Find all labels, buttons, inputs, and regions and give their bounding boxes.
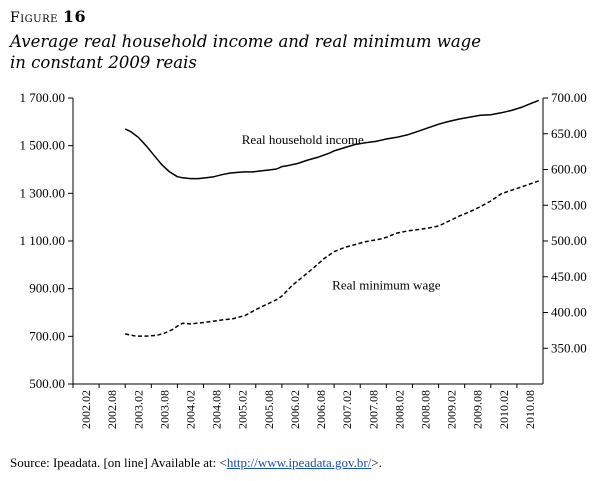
y-left-tick-label: 1 700.00	[20, 90, 66, 105]
y-right-tick-label: 500.00	[551, 233, 587, 248]
x-tick-label: 2003.02	[131, 390, 145, 429]
annotation-household-income: Real household income	[242, 132, 364, 147]
x-tick-label: 2006.02	[288, 390, 302, 429]
y-left-tick-label: 700.00	[29, 328, 65, 343]
x-tick-label: 2005.02	[236, 390, 250, 429]
figure-label-number: 16	[62, 7, 87, 26]
x-tick-label: 2010.08	[523, 390, 537, 429]
figure-label-prefix: Figure	[10, 10, 58, 26]
y-right-tick-label: 550.00	[551, 197, 587, 212]
axes: 500.00 700.00 900.00 1 100.00 1 300.00 1 500.…	[20, 90, 587, 429]
y-right-tick-label: 350.00	[551, 340, 587, 355]
chart-title-line-1: Average real household income and real m…	[10, 32, 481, 51]
y-left-tick-label: 1 300.00	[20, 185, 66, 200]
x-tick-label: 2007.08	[366, 390, 380, 429]
source-link[interactable]: http://www.ipeadata.gov.br/	[226, 455, 372, 470]
x-tick-label: 2004.02	[184, 390, 198, 429]
y-left-tick-label: 500.00	[29, 376, 65, 391]
x-tick-label: 2004.08	[210, 390, 224, 429]
figure-label: Figure 16	[10, 7, 86, 26]
y-right-tick-label: 600.00	[551, 162, 587, 177]
minimum-wage-line	[125, 180, 540, 337]
y-right-tick-label: 650.00	[551, 126, 587, 141]
source-note: Source: Ipeadata. [on line] Available at…	[10, 455, 382, 471]
annotations: Real household income Real minimum wage	[242, 132, 441, 292]
x-tick-label: 2005.08	[262, 390, 276, 429]
x-tick-label: 2002.02	[79, 390, 93, 429]
x-tick-label: 2006.08	[314, 390, 328, 429]
y-left-tick-label: 1 100.00	[20, 233, 66, 248]
x-tick-label: 2008.02	[392, 390, 406, 429]
series	[124, 99, 540, 337]
y-right-tick-label: 450.00	[551, 269, 587, 284]
x-tick-label: 2002.08	[105, 390, 119, 429]
y-right-tick-label: 400.00	[551, 305, 587, 320]
x-tick-label: 2003.08	[157, 390, 171, 429]
household-income-line	[124, 99, 540, 180]
annotation-minimum-wage: Real minimum wage	[332, 277, 441, 292]
x-tick-label: 2008.08	[419, 390, 433, 429]
x-tick-label: 2009.08	[471, 390, 485, 429]
source-prefix: Source: Ipeadata. [on line] Available at…	[10, 455, 227, 470]
x-tick-label: 2010.02	[497, 390, 511, 429]
x-tick-label: 2007.02	[340, 390, 354, 429]
chart-title-line-2: in constant 2009 reais	[10, 53, 197, 72]
y-left-tick-label: 900.00	[29, 281, 65, 296]
chart-title: Average real household income and real m…	[10, 31, 600, 73]
y-left-tick-label: 1 500.00	[20, 138, 66, 153]
x-tick-label: 2009.02	[445, 390, 459, 429]
source-suffix: >.	[371, 455, 382, 470]
y-right-tick-label: 700.00	[551, 90, 587, 105]
